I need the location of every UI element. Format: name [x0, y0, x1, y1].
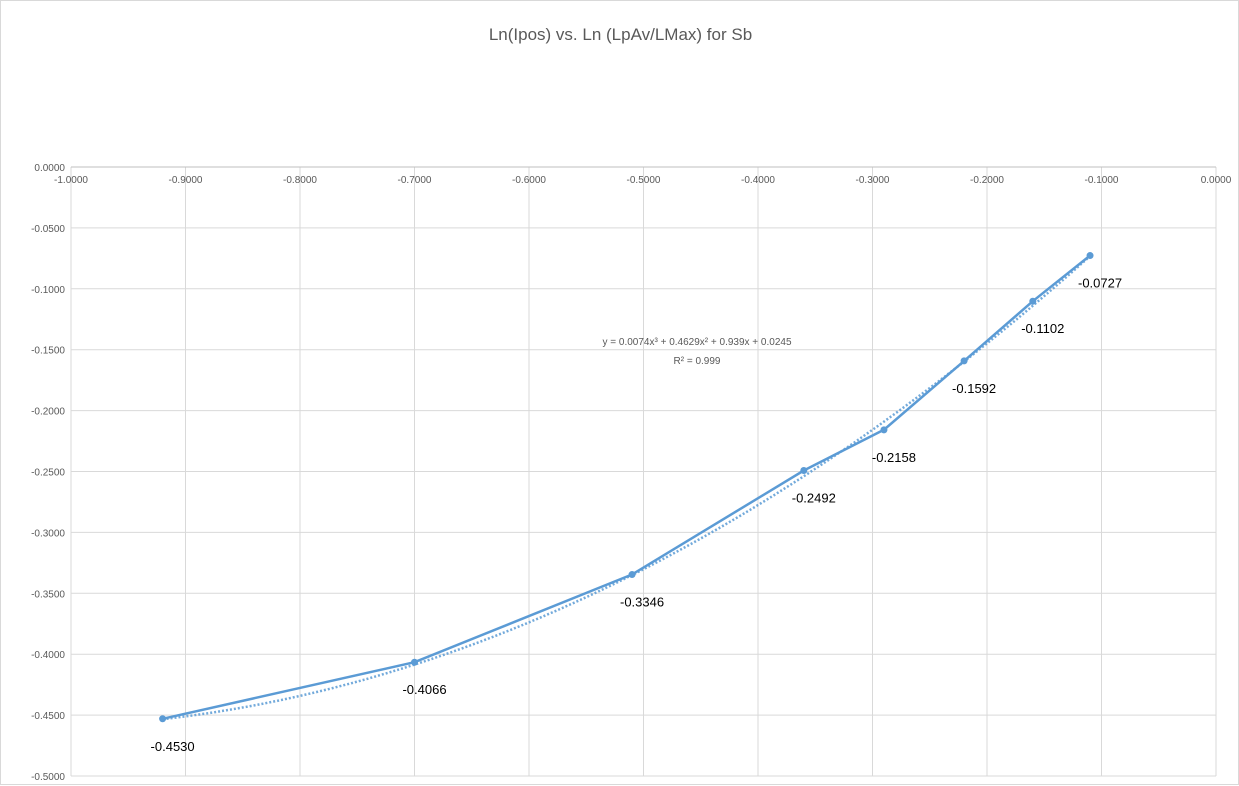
y-tick-label: -0.3000 — [31, 528, 65, 539]
y-tick-label: 0.0000 — [34, 163, 65, 174]
data-point — [960, 357, 968, 365]
data-label: -0.0727 — [1078, 276, 1122, 291]
trendline-equation: y = 0.0074x³ + 0.4629x² + 0.939x + 0.024… — [602, 337, 791, 367]
y-tick-label: -0.2500 — [31, 468, 65, 479]
y-tick-label: -0.2000 — [31, 407, 65, 418]
data-point — [1029, 297, 1037, 305]
data-label: -0.2492 — [792, 491, 836, 506]
y-tick-label: -0.5000 — [31, 772, 65, 783]
x-tick-label: -1.0000 — [54, 175, 88, 186]
data-label: -0.1102 — [1021, 321, 1064, 336]
x-tick-label: -0.7000 — [398, 175, 432, 186]
trendline-equation-text: y = 0.0074x³ + 0.4629x² + 0.939x + 0.024… — [602, 337, 791, 348]
y-tick-label: -0.1000 — [31, 285, 65, 296]
gridlines — [70, 166, 1217, 777]
x-tick-label: 0.0000 — [1201, 175, 1232, 186]
y-tick-label: -0.1500 — [31, 346, 65, 357]
y-tick-label: -0.0500 — [31, 224, 65, 235]
data-point — [880, 426, 888, 434]
trendline-r-squared-text: R² = 0.999 — [674, 356, 721, 367]
data-label: -0.1592 — [952, 381, 996, 396]
series-line — [162, 254, 1091, 721]
data-labels: -0.4530 -0.4066 -0.3346 -0.2492 -0.2158 -0.15… — [151, 276, 1123, 754]
data-point — [159, 715, 167, 723]
data-point — [1086, 252, 1094, 260]
trendline — [162, 255, 1091, 721]
data-point — [800, 467, 808, 475]
data-point — [628, 571, 636, 579]
x-tick-label: -0.3000 — [856, 175, 890, 186]
data-label: -0.4530 — [151, 739, 195, 754]
x-tick-label: -0.1000 — [1085, 175, 1119, 186]
y-tick-label: -0.4000 — [31, 650, 65, 661]
x-tick-label: -0.6000 — [512, 175, 546, 186]
x-tick-label: -0.8000 — [283, 175, 317, 186]
data-label: -0.3346 — [620, 595, 664, 610]
trendline-curve — [162, 255, 1091, 721]
data-series — [159, 252, 1094, 723]
chart-title: Ln(Ipos) vs. Ln (LpAv/LMax) for Sb — [488, 25, 753, 44]
y-tick-label: -0.3500 — [31, 589, 65, 600]
data-point — [411, 658, 418, 666]
x-tick-label: -0.9000 — [169, 175, 203, 186]
tick-labels: -1.0000 -0.9000 -0.8000 -0.7000 -0.6000 -0.50… — [31, 163, 1232, 783]
data-label: -0.2158 — [872, 450, 916, 465]
x-tick-label: -0.2000 — [970, 175, 1004, 186]
y-tick-label: -0.4500 — [31, 711, 65, 722]
x-tick-label: -0.4000 — [741, 175, 775, 186]
x-tick-label: -0.5000 — [627, 175, 661, 186]
data-label: -0.4066 — [402, 682, 446, 697]
